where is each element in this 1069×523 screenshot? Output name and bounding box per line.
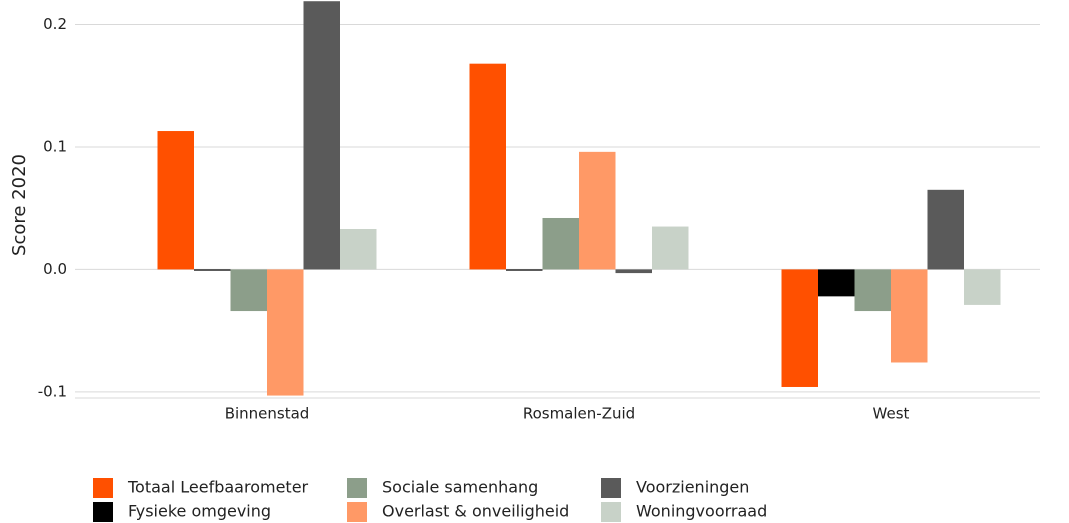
bar bbox=[340, 229, 377, 270]
bar bbox=[781, 269, 818, 387]
y-tick-label: 0.1 bbox=[43, 137, 67, 155]
legend-swatch bbox=[347, 502, 367, 522]
bar bbox=[927, 189, 964, 270]
legend-label: Fysieke omgeving bbox=[128, 502, 271, 521]
bar bbox=[506, 269, 543, 271]
bar bbox=[854, 269, 891, 312]
legend-label: Totaal Leefbaarometer bbox=[127, 478, 309, 497]
y-tick-label: 0.0 bbox=[43, 260, 67, 278]
bar bbox=[615, 269, 652, 274]
legend-label: Voorzieningen bbox=[636, 478, 749, 497]
bar bbox=[542, 217, 579, 270]
bar bbox=[469, 63, 506, 270]
bar bbox=[652, 226, 689, 270]
y-tick-label: 0.2 bbox=[43, 15, 67, 33]
legend-swatch bbox=[93, 502, 113, 522]
bar bbox=[891, 269, 928, 363]
bar bbox=[230, 269, 267, 312]
legend-swatch bbox=[601, 502, 621, 522]
bar bbox=[818, 269, 855, 297]
bar bbox=[303, 1, 340, 270]
legend-swatch bbox=[93, 478, 113, 498]
legend-label: Overlast & onveiligheid bbox=[382, 502, 569, 521]
x-tick-label: West bbox=[873, 405, 910, 423]
x-tick-label: Binnenstad bbox=[225, 405, 310, 423]
bar bbox=[157, 131, 194, 270]
legend-swatch bbox=[347, 478, 367, 498]
x-tick-label: Rosmalen-Zuid bbox=[523, 405, 635, 423]
bar bbox=[579, 151, 616, 270]
bar bbox=[194, 269, 231, 271]
legend-swatch bbox=[601, 478, 621, 498]
legend-label: Woningvoorraad bbox=[636, 502, 767, 521]
y-axis-label: Score 2020 bbox=[9, 154, 30, 256]
y-tick-label: -0.1 bbox=[38, 382, 67, 400]
bar bbox=[964, 269, 1001, 305]
legend-label: Sociale samenhang bbox=[382, 478, 538, 497]
bar bbox=[267, 269, 304, 396]
